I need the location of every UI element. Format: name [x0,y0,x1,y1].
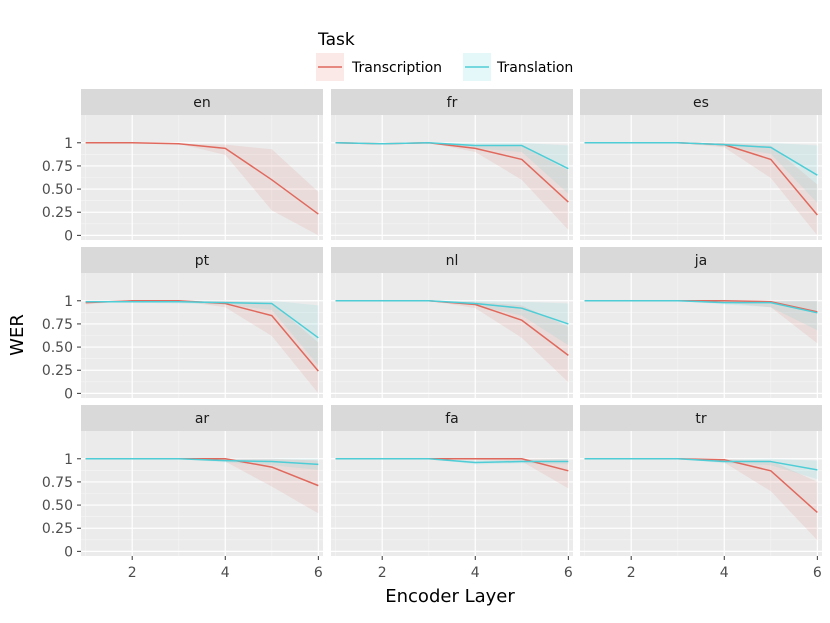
x-tick-label: 6 [314,565,323,581]
series-line-transcription [85,142,319,215]
facet-strip [331,405,573,431]
x-tick-label: 4 [221,565,230,581]
legend: Task Transcription Translation [316,30,573,81]
y-tick-label: 0.50 [42,340,73,356]
x-tick-label: 4 [720,565,729,581]
ribbon-transcription [584,142,818,236]
series-line-translation [335,300,569,325]
facet-strip [580,247,822,273]
facet-strip-label: fa [445,411,459,427]
x-tick-label: 2 [378,565,387,581]
ribbon-transcription [85,300,319,394]
facet-strip [580,89,822,115]
ribbon-translation [335,300,569,346]
facet-strip [331,89,573,115]
facet-panel-pt: pt 0 0.25 0.50 0.75 1 [42,247,323,402]
facet-strip-label: ja [694,253,707,269]
y-tick-label: 0.75 [42,317,73,333]
y-tick-label: 0.25 [42,205,73,221]
facet-strip-label: es [693,95,709,111]
series-line-translation [584,300,818,314]
facet-panel-tr: tr 2 4 6 [580,405,822,581]
y-tick-label: 0 [64,544,73,560]
series-line-translation [335,142,569,170]
y-tick-label: 1 [64,136,73,152]
legend-label-transcription: Transcription [351,60,442,76]
x-tick-label: 6 [564,565,573,581]
y-tick-label: 1 [64,294,73,310]
facet-panel-es: es [580,89,822,240]
y-tick-label: 0 [64,386,73,402]
facet-strip-label: en [193,95,211,111]
series-line-translation [335,458,569,464]
ribbon-transcription [85,458,319,514]
facet-strip-label: ar [195,411,210,427]
y-tick-label: 0.25 [42,363,73,379]
ribbon-transcription [85,142,319,236]
y-tick-label: 0.25 [42,521,73,537]
x-tick-label: 4 [471,565,480,581]
y-tick-label: 0.75 [42,159,73,175]
facet-panel-en: en 0 0.25 0.50 0.75 1 [42,89,323,244]
facet-panel-ja: ja [580,247,822,398]
y-tick-label: 0.50 [42,182,73,198]
series-line-translation [85,458,319,466]
facet-panels: en 0 0.25 0.50 0.75 1 fr es pt 0 0.25 0.50 0.75 1 nl ja… [42,89,822,581]
ribbon-transcription [335,300,569,383]
y-tick-label: 0 [64,228,73,244]
facet-strip-label: fr [447,95,458,111]
facet-strip [580,405,822,431]
facet-strip-label: tr [695,411,706,427]
x-axis-title: Encoder Layer [385,586,515,607]
ribbon-translation [584,142,818,203]
facet-panel-fr: fr [331,89,573,240]
ribbon-transcription [335,142,569,230]
legend-title: Task [317,30,355,50]
y-tick-label: 0.50 [42,498,73,514]
ribbon-translation [584,300,818,331]
series-line-translation [584,458,818,471]
x-tick-label: 2 [627,565,636,581]
facet-strip [81,405,323,431]
facet-strip [81,89,323,115]
ribbon-translation [584,458,818,480]
y-tick-label: 1 [64,452,73,468]
facet-panel-ar: ar 0 0.25 0.50 0.75 1 2 4 6 [42,405,323,581]
ribbon-translation [335,142,569,194]
ribbon-translation [335,458,569,465]
facet-panel-fa: fa 2 4 6 [331,405,573,581]
y-axis-title: WER [7,314,28,356]
ribbon-transcription [584,458,818,541]
y-tick-label: 0.75 [42,475,73,491]
ribbon-translation [85,300,319,366]
ribbon-transcription [584,300,818,344]
series-line-translation [584,142,818,176]
facet-strip [81,247,323,273]
facet-strip-label: pt [195,253,210,269]
x-tick-label: 6 [813,565,822,581]
series-line-translation [85,300,319,339]
facet-strip-label: nl [446,253,459,269]
facet-panel-nl: nl [331,247,573,398]
legend-label-translation: Translation [496,60,573,76]
x-tick-label: 2 [128,565,137,581]
facet-strip [331,247,573,273]
